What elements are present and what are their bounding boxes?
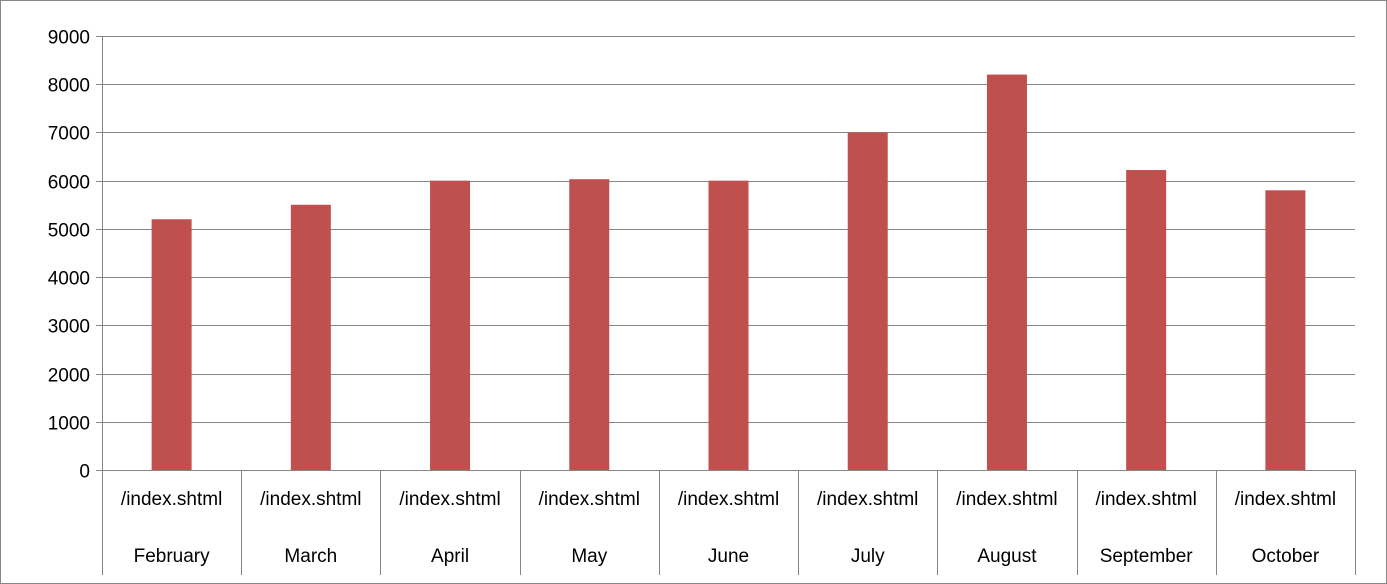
x-group-label: February — [134, 546, 211, 567]
bar — [708, 180, 749, 470]
x-tick-label: /index.shtml — [1235, 489, 1336, 510]
x-group-label: June — [708, 546, 749, 567]
bar — [151, 219, 192, 470]
y-tick-label: 2000 — [48, 366, 90, 387]
x-group-label: September — [1100, 546, 1194, 567]
x-tick-label: /index.shtml — [121, 489, 222, 510]
bar — [290, 204, 331, 470]
bar — [1126, 170, 1167, 470]
x-group-label: October — [1252, 546, 1320, 567]
x-group-label: July — [851, 546, 885, 567]
y-tick-label: 6000 — [48, 173, 90, 194]
axis-labels: 0 1000 2000 3000 4000 5000 6000 7000 8000 9000/in… — [48, 28, 1336, 568]
x-group-label: March — [284, 546, 337, 567]
bar — [847, 132, 888, 470]
x-group-label: May — [571, 546, 607, 567]
bar — [986, 74, 1027, 471]
axes — [96, 36, 1356, 575]
bars — [151, 74, 1306, 471]
y-tick-label: 5000 — [48, 221, 90, 242]
y-tick-label: 9000 — [48, 28, 90, 49]
x-group-label: April — [431, 546, 469, 567]
bar — [430, 180, 471, 470]
x-tick-label: /index.shtml — [1095, 489, 1196, 510]
y-tick-label: 0 — [79, 462, 90, 483]
x-tick-label: /index.shtml — [678, 489, 779, 510]
y-tick-label: 3000 — [48, 317, 90, 338]
x-tick-label: /index.shtml — [956, 489, 1057, 510]
bar — [569, 179, 610, 470]
x-group-label: August — [977, 546, 1037, 567]
x-tick-label: /index.shtml — [817, 489, 918, 510]
x-tick-label: /index.shtml — [539, 489, 640, 510]
y-tick-label: 1000 — [48, 414, 90, 435]
x-tick-label: /index.shtml — [399, 489, 500, 510]
y-tick-label: 4000 — [48, 269, 90, 290]
bar — [1265, 190, 1306, 471]
y-tick-label: 7000 — [48, 124, 90, 145]
x-tick-label: /index.shtml — [260, 489, 361, 510]
y-tick-label: 8000 — [48, 76, 90, 97]
